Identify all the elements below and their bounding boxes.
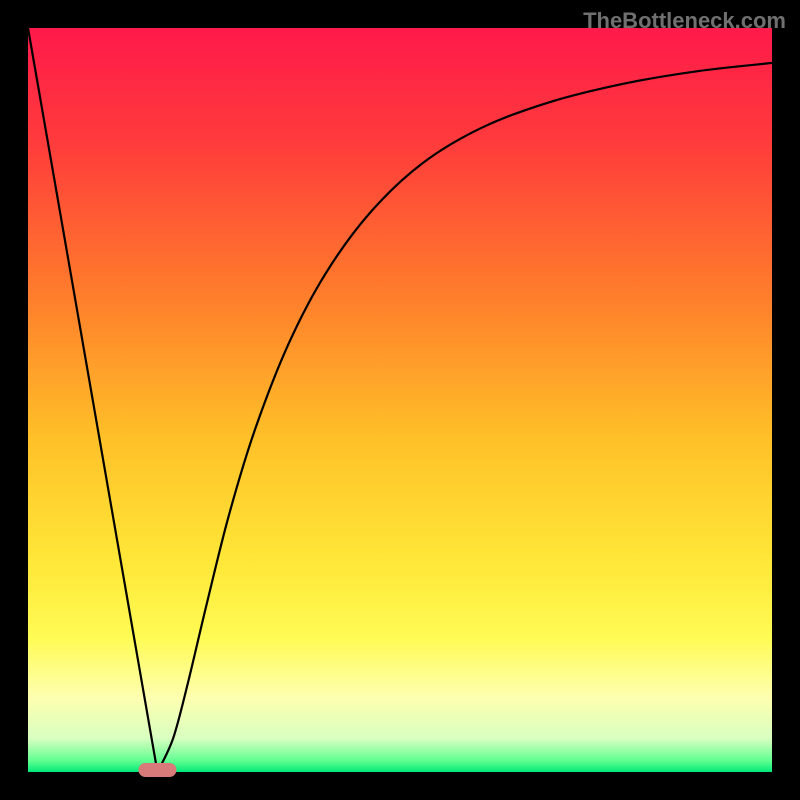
bottleneck-chart: TheBottleneck.com	[0, 0, 800, 800]
chart-svg	[0, 0, 800, 800]
watermark-text: TheBottleneck.com	[583, 8, 786, 34]
